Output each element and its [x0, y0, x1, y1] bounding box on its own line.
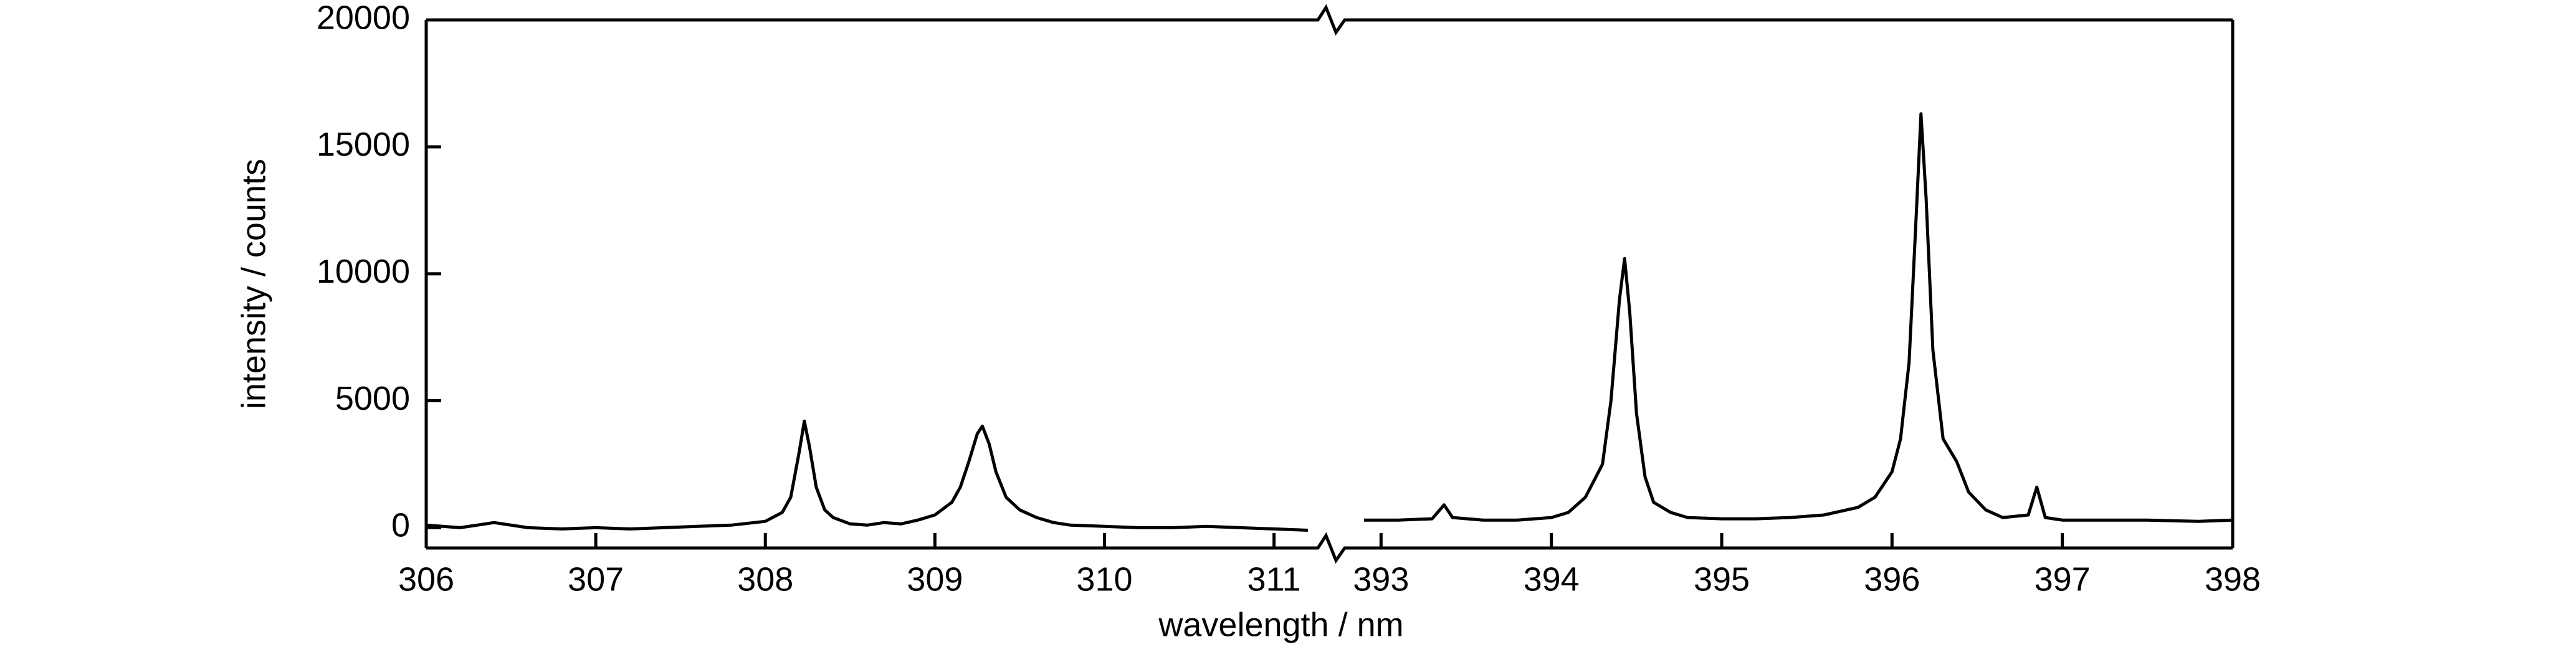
spectrum-line	[426, 419, 1309, 532]
x-tick-label: 397	[2035, 560, 2091, 598]
x-tick-label: 309	[907, 560, 963, 598]
y-tick-label: 10000	[317, 253, 410, 290]
spectrum-line	[1364, 112, 2233, 523]
x-tick-label: 306	[398, 560, 454, 598]
x-axis-title: wavelength / nm	[1158, 606, 1403, 643]
y-tick-label: 0	[391, 507, 410, 544]
x-tick-label: 393	[1353, 560, 1409, 598]
x-tick-label: 307	[568, 560, 624, 598]
x-tick-label: 308	[737, 560, 793, 598]
x-tick-label: 396	[1864, 560, 1920, 598]
x-tick-label: 398	[2205, 560, 2261, 598]
y-axis-title: intensity / counts	[235, 159, 272, 409]
axis-break	[1308, 4, 1364, 36]
x-tick-label: 310	[1076, 560, 1132, 598]
y-tick-label: 20000	[317, 0, 410, 36]
x-tick-label: 395	[1694, 560, 1750, 598]
x-tick-label: 394	[1524, 560, 1580, 598]
y-tick-label: 15000	[317, 126, 410, 163]
y-tick-label: 5000	[335, 380, 410, 417]
axis-break	[1308, 532, 1364, 564]
x-tick-label: 311	[1247, 560, 1301, 598]
